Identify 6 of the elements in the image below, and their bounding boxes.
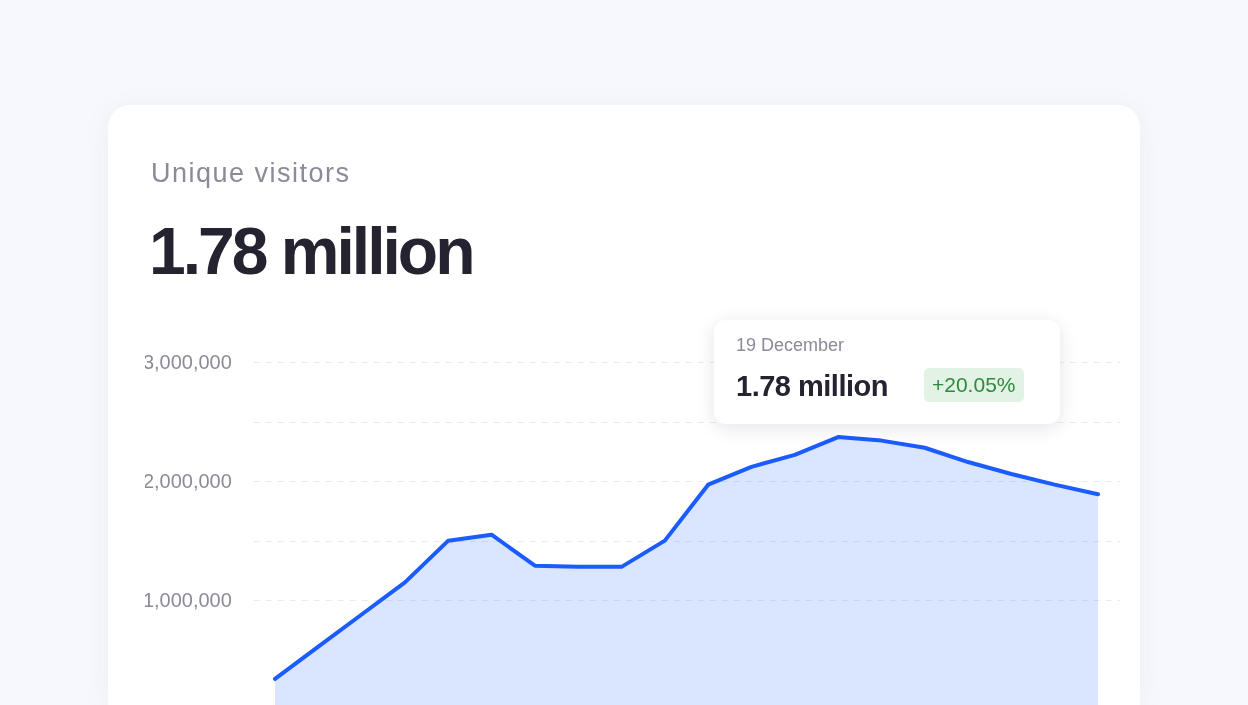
chart-subtitle: 1.78 million — [149, 213, 473, 289]
chart-title: Unique visitors — [151, 158, 351, 189]
text: 19 December — [736, 335, 845, 356]
annotation: +20.05% — [924, 368, 1024, 402]
annotation: 1.78 million — [736, 370, 888, 403]
y-tick-label: 1,000,000 — [142, 588, 232, 611]
